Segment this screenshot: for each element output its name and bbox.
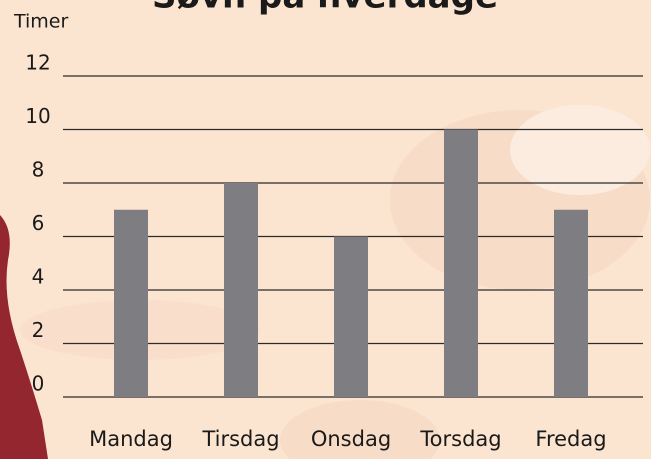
y-tick-label: 12 [25, 51, 50, 75]
x-tick-label: Onsdag [311, 427, 391, 451]
bar [114, 210, 148, 397]
bar [224, 183, 258, 397]
x-tick-label: Tirsdag [201, 427, 279, 451]
y-tick-label: 4 [32, 265, 45, 289]
x-tick-label: Mandag [89, 427, 173, 451]
page: {"chart_data": {"type": "bar", "title": … [0, 0, 651, 459]
bar [334, 237, 368, 398]
y-tick-label: 8 [32, 158, 45, 182]
bar [554, 210, 588, 397]
chart: Søvn på hverdage Timer 0 2 4 6 8 10 12 Mandag Ti… [0, 0, 651, 459]
y-tick-label: 0 [32, 372, 45, 396]
bar [444, 130, 478, 398]
y-tick-label: 6 [32, 211, 45, 235]
y-axis-label: Timer [13, 11, 68, 33]
x-tick-label: Torsdag [419, 427, 501, 451]
chart-title: Søvn på hverdage [152, 0, 498, 17]
y-tick-label: 2 [32, 318, 45, 342]
x-tick-label: Fredag [535, 427, 606, 451]
y-tick-label: 10 [25, 104, 50, 128]
